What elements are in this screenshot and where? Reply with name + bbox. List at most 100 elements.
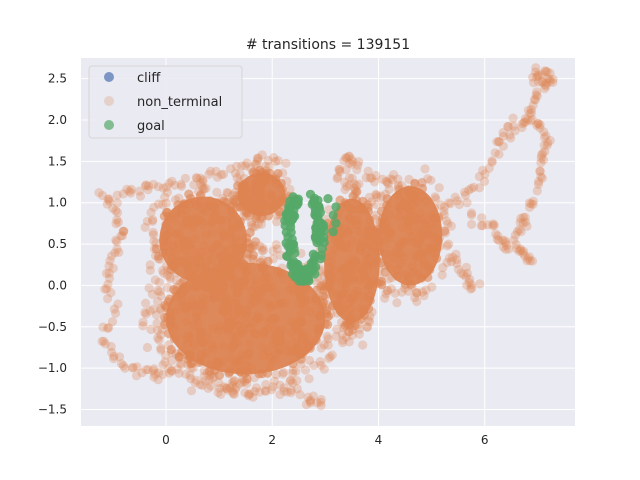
non-terminal-point xyxy=(393,190,404,200)
non-terminal-point xyxy=(161,198,171,208)
goal-point xyxy=(328,227,338,237)
non-terminal-point xyxy=(351,256,361,266)
non-terminal-point xyxy=(278,168,288,178)
non-terminal-point xyxy=(324,281,334,291)
non-terminal-point xyxy=(518,212,529,222)
non-terminal-point xyxy=(545,135,555,146)
non-terminal-point xyxy=(172,208,182,218)
non-terminal-point xyxy=(229,332,239,342)
non-terminal-point xyxy=(174,193,184,203)
non-terminal-point xyxy=(235,366,245,376)
non-terminal-point xyxy=(442,257,452,268)
non-terminal-point xyxy=(536,172,546,182)
non-terminal-point xyxy=(516,246,526,256)
non-terminal-point xyxy=(236,243,247,253)
non-terminal-point xyxy=(526,199,536,209)
non-terminal-point xyxy=(149,202,159,212)
non-terminal-point xyxy=(289,286,299,296)
non-terminal-point xyxy=(437,270,447,280)
non-terminal-point xyxy=(395,184,405,195)
series-non-terminal xyxy=(94,63,558,411)
non-terminal-point xyxy=(103,323,113,333)
goal-point xyxy=(300,266,310,276)
non-terminal-point xyxy=(246,185,256,195)
non-terminal-point xyxy=(417,273,427,283)
non-terminal-point xyxy=(156,345,166,355)
non-terminal-point xyxy=(165,273,175,284)
non-terminal-point xyxy=(498,141,508,151)
non-terminal-point xyxy=(172,276,182,286)
non-terminal-point xyxy=(279,367,289,377)
non-terminal-point xyxy=(230,384,240,394)
legend-marker-non-terminal xyxy=(104,96,114,106)
non-terminal-point xyxy=(141,298,151,308)
non-terminal-point xyxy=(201,230,211,240)
non-terminal-point xyxy=(251,329,261,339)
non-terminal-point xyxy=(212,198,222,208)
non-terminal-point xyxy=(125,186,135,196)
non-terminal-point xyxy=(278,369,288,379)
non-terminal-point xyxy=(408,267,419,277)
non-terminal-point xyxy=(466,284,476,294)
non-terminal-point xyxy=(242,158,252,168)
non-terminal-point xyxy=(104,194,114,204)
non-terminal-point xyxy=(245,243,255,253)
non-terminal-point xyxy=(362,265,372,275)
non-terminal-point xyxy=(327,250,337,260)
y-tick-label: 1.0 xyxy=(48,196,67,210)
non-terminal-point xyxy=(217,356,227,366)
non-terminal-point xyxy=(269,376,279,386)
non-terminal-point xyxy=(186,386,197,396)
non-terminal-point xyxy=(194,317,204,327)
non-terminal-point xyxy=(271,174,281,184)
non-terminal-point xyxy=(294,317,304,327)
non-terminal-point xyxy=(534,177,544,187)
non-terminal-point xyxy=(429,203,440,213)
non-terminal-point xyxy=(533,70,543,80)
non-terminal-point xyxy=(140,222,150,232)
non-terminal-point xyxy=(235,379,245,389)
non-terminal-point xyxy=(163,212,173,222)
non-terminal-point xyxy=(537,76,547,87)
non-terminal-point xyxy=(148,230,159,240)
non-terminal-point xyxy=(206,381,216,391)
non-terminal-point xyxy=(545,74,555,84)
non-terminal-point xyxy=(257,342,268,352)
non-terminal-point xyxy=(149,236,159,246)
x-axis-tick-labels: 0 2 4 6 xyxy=(162,433,488,447)
non-terminal-point xyxy=(126,184,136,194)
non-terminal-point xyxy=(213,239,224,249)
non-terminal-point xyxy=(332,173,342,184)
non-terminal-point xyxy=(158,199,168,210)
non-terminal-point xyxy=(382,286,392,296)
non-terminal-point xyxy=(114,247,124,257)
non-terminal-point xyxy=(245,227,255,238)
non-terminal-point xyxy=(385,174,395,184)
non-terminal-point xyxy=(170,180,180,190)
non-terminal-point xyxy=(424,242,434,252)
non-terminal-point xyxy=(148,227,158,237)
non-terminal-point xyxy=(282,347,292,357)
non-terminal-point xyxy=(158,265,168,276)
non-terminal-point xyxy=(184,215,194,225)
non-terminal-point xyxy=(166,345,176,355)
non-terminal-point xyxy=(204,169,214,179)
non-terminal-point xyxy=(177,284,187,294)
non-terminal-point xyxy=(158,360,168,370)
non-terminal-point xyxy=(137,368,147,378)
non-terminal-point xyxy=(153,182,163,192)
non-terminal-point xyxy=(119,226,129,236)
non-terminal-point xyxy=(362,322,372,332)
non-terminal-point xyxy=(181,317,191,327)
non-terminal-point xyxy=(354,179,364,189)
non-terminal-point xyxy=(227,378,237,388)
non-terminal-point xyxy=(250,386,260,396)
non-terminal-point xyxy=(103,279,113,289)
non-terminal-point xyxy=(232,276,243,286)
non-terminal-point xyxy=(160,312,170,323)
non-terminal-point xyxy=(253,313,263,323)
non-terminal-point xyxy=(108,263,118,273)
non-terminal-point xyxy=(176,179,186,189)
non-terminal-point xyxy=(171,306,181,316)
non-terminal-point xyxy=(138,317,148,327)
